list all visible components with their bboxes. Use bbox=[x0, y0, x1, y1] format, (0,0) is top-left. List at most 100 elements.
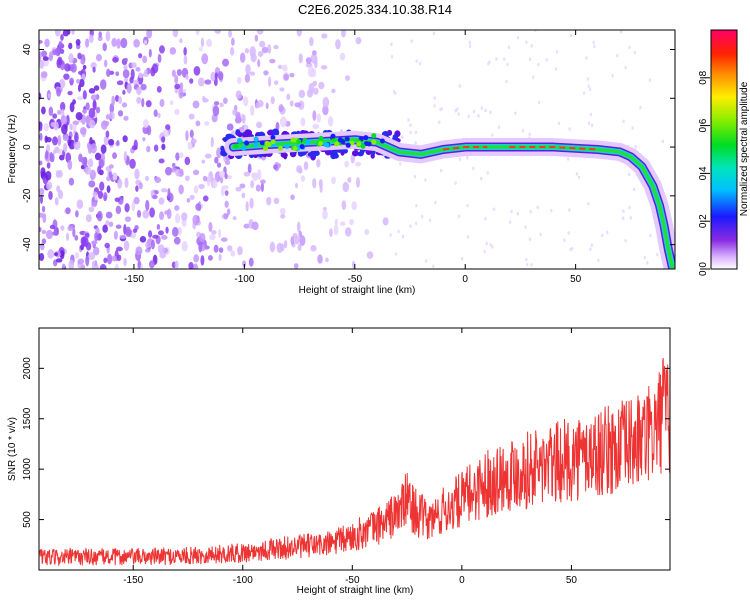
noise-point bbox=[316, 113, 321, 123]
noise-point bbox=[105, 113, 110, 120]
noise-point bbox=[85, 255, 90, 267]
noise-point bbox=[124, 216, 132, 223]
noise-point bbox=[550, 208, 553, 213]
noise-point bbox=[627, 172, 631, 177]
noise-point bbox=[235, 186, 242, 192]
band-blob bbox=[270, 135, 276, 141]
noise-point bbox=[129, 76, 134, 84]
noise-point bbox=[250, 180, 255, 189]
noise-point bbox=[188, 113, 195, 120]
noise-point bbox=[226, 123, 234, 131]
noise-point bbox=[41, 229, 47, 235]
noise-point bbox=[124, 203, 130, 213]
noise-point bbox=[77, 52, 82, 60]
noise-point bbox=[39, 226, 42, 233]
noise-point bbox=[254, 34, 259, 42]
noise-point bbox=[55, 47, 61, 57]
noise-point bbox=[477, 114, 480, 118]
noise-point bbox=[189, 78, 194, 84]
noise-point bbox=[212, 105, 220, 117]
noise-point bbox=[75, 210, 79, 218]
noise-point bbox=[222, 185, 229, 190]
noise-point bbox=[597, 258, 600, 263]
noise-point bbox=[80, 236, 87, 247]
noise-point bbox=[629, 216, 633, 220]
noise-point bbox=[492, 207, 496, 212]
noise-point bbox=[484, 108, 487, 113]
noise-point bbox=[241, 114, 246, 124]
noise-point bbox=[335, 39, 341, 50]
noise-point bbox=[97, 165, 102, 175]
noise-point bbox=[322, 209, 328, 220]
noise-point bbox=[525, 40, 528, 45]
noise-point bbox=[198, 183, 205, 190]
noise-point bbox=[484, 216, 487, 221]
noise-point bbox=[394, 252, 398, 256]
colorbar-tick-label: 0.2 bbox=[698, 214, 709, 228]
noise-point bbox=[192, 169, 200, 176]
noise-point bbox=[392, 134, 399, 141]
noise-point bbox=[104, 242, 110, 249]
noise-point bbox=[88, 180, 96, 188]
noise-point bbox=[39, 51, 42, 60]
noise-point bbox=[458, 84, 462, 88]
noise-point bbox=[568, 127, 571, 131]
noise-point bbox=[333, 224, 339, 236]
noise-point bbox=[434, 200, 437, 205]
noise-point bbox=[135, 185, 139, 192]
noise-point bbox=[433, 104, 436, 108]
noise-point bbox=[293, 263, 299, 269]
noise-point bbox=[152, 234, 159, 239]
noise-point bbox=[42, 213, 47, 224]
noise-point bbox=[382, 217, 389, 226]
band-blob bbox=[290, 137, 296, 143]
noise-point bbox=[191, 138, 197, 144]
spectrogram-x-tick-label: 50 bbox=[570, 274, 582, 285]
noise-point bbox=[219, 102, 224, 108]
chart-title: C2E6.2025.334.10.38.R14 bbox=[298, 2, 452, 17]
noise-point bbox=[289, 100, 294, 107]
snr-y-tick-label: 500 bbox=[22, 511, 33, 528]
band-blob bbox=[340, 139, 346, 145]
noise-point bbox=[47, 249, 55, 259]
noise-point bbox=[283, 240, 288, 249]
noise-point bbox=[472, 109, 476, 114]
noise-point bbox=[333, 151, 338, 156]
noise-point bbox=[213, 244, 219, 253]
noise-point bbox=[218, 253, 222, 261]
noise-point bbox=[55, 258, 63, 263]
noise-point bbox=[516, 35, 520, 40]
noise-point bbox=[355, 37, 362, 45]
band-blob bbox=[344, 136, 350, 142]
noise-point bbox=[53, 252, 59, 257]
noise-point bbox=[160, 235, 168, 240]
noise-point bbox=[310, 244, 317, 252]
noise-point bbox=[251, 221, 259, 231]
noise-point bbox=[300, 117, 306, 127]
noise-point bbox=[165, 226, 169, 234]
noise-point bbox=[189, 194, 195, 200]
noise-point bbox=[228, 30, 233, 38]
noise-point bbox=[339, 221, 346, 226]
noise-point bbox=[593, 44, 596, 49]
noise-point bbox=[141, 98, 145, 108]
spectrogram-y-tick-label: -40 bbox=[22, 237, 33, 252]
noise-point bbox=[69, 102, 75, 113]
noise-point bbox=[582, 91, 586, 95]
noise-point bbox=[80, 164, 85, 170]
noise-point bbox=[39, 132, 43, 141]
noise-point bbox=[116, 80, 124, 86]
noise-point bbox=[628, 45, 631, 50]
noise-point bbox=[39, 194, 44, 205]
noise-point bbox=[231, 37, 235, 46]
noise-point bbox=[48, 106, 54, 117]
noise-point bbox=[193, 66, 201, 76]
noise-point bbox=[266, 196, 272, 206]
noise-point bbox=[401, 234, 405, 239]
noise-point bbox=[224, 172, 228, 180]
spectrogram-y-axis: -40 -20 0 20 40 bbox=[22, 44, 675, 252]
noise-point bbox=[222, 97, 228, 105]
noise-point bbox=[174, 83, 181, 90]
noise-point bbox=[136, 210, 142, 218]
noise-point bbox=[39, 252, 45, 261]
